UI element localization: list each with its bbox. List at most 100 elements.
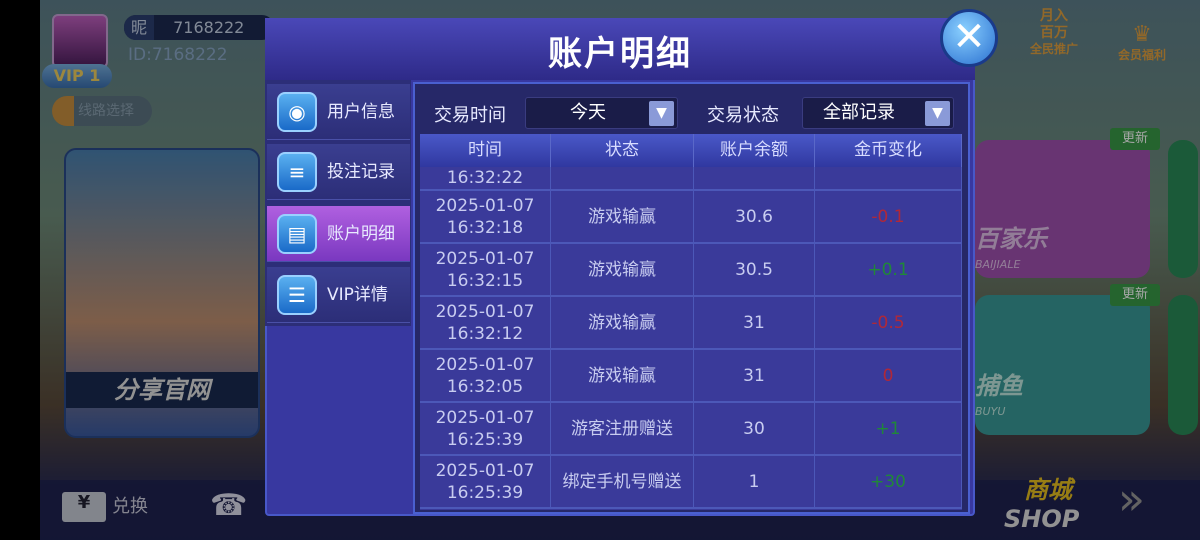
phone-icon[interactable]: ☎ [210,488,248,523]
cell-clock: 16:32:18 [446,217,524,238]
user-icon: ◉ [277,92,317,132]
promo-line1: 月入 [1040,8,1068,24]
game-card-fishing[interactable]: 捕鱼 BUYU [975,295,1150,435]
cell-status: 绑定手机号赠送 [551,456,694,507]
cell-date: 2025-01-07 [435,248,535,269]
game-name: 百家乐 [975,225,1047,253]
line-select-label: 线路选择 [78,103,134,119]
table-row: 2025-01-07 16:32:12 游戏输赢 31 -0.5 [420,297,962,350]
cell-balance: 31 [694,350,815,401]
tab-label: 投注记录 [327,162,395,182]
game-name: 捕鱼 [975,372,1023,400]
cell-change: 0 [815,350,962,401]
status-filter-select[interactable]: 全部记录 ▼ [802,97,954,129]
update-badge: 更新 [1110,284,1160,306]
cell-change: +1 [815,403,962,454]
cell-time: 16:32:22 [420,167,551,189]
tab-label: 用户信息 [327,102,395,122]
avatar[interactable] [52,14,108,68]
time-filter-select[interactable]: 今天 ▼ [525,97,678,129]
cell-balance: 30 [694,403,815,454]
member-label: 会员福利 [1118,48,1167,62]
table-header: 时间 状态 账户余额 金币变化 [420,134,962,167]
crown-icon: ♛ [1132,22,1152,47]
promo-button[interactable]: 月入 百万 全民推广 [1030,8,1078,57]
share-website-banner[interactable]: 分享官网 [64,148,260,438]
cell-status: 游戏输赢 [551,350,694,401]
cell-status: 游戏输赢 [551,244,694,295]
cell-balance: 30.5 [694,244,815,295]
table-row: 2025-01-07 16:32:18 游戏输赢 30.6 -0.1 [420,191,962,244]
column-header: 状态 [551,134,694,167]
time-filter-value: 今天 [570,102,606,123]
table-row: 2025-01-07 16:32:05 游戏输赢 31 0 [420,350,962,403]
cell-date: 2025-01-07 [435,301,535,322]
column-header: 账户余额 [694,134,815,167]
dialog-title: 账户明细 [548,34,692,74]
shop-label: 商城 [1024,476,1072,504]
tab-label: VIP详情 [327,285,388,305]
cell-clock: 16:25:39 [446,482,524,503]
cell-clock: 16:25:39 [446,429,524,450]
cell-time: 2025-01-07 16:25:39 [420,456,551,507]
table-body: 16:32:22 2025-01-07 16:32:18 游戏输赢 30.6 -0… [420,167,962,509]
cell-clock: 16:32:12 [446,323,524,344]
cell-balance [694,167,815,189]
game-card-partial[interactable] [1168,295,1198,435]
dropdown-arrow-icon: ▼ [649,101,674,126]
user-id: ID:7168222 [128,45,228,65]
cell-time: 2025-01-07 16:32:05 [420,350,551,401]
cell-time: 2025-01-07 16:25:39 [420,403,551,454]
nickname-field[interactable]: 昵 7168222 [124,15,274,40]
game-card-partial[interactable] [1168,140,1198,278]
update-badge: 更新 [1110,128,1160,150]
cell-time: 2025-01-07 16:32:15 [420,244,551,295]
ledger-icon: ▤ [277,214,317,254]
cell-time: 2025-01-07 16:32:12 [420,297,551,348]
game-sub: BUYU [975,405,1006,418]
exchange-label: 兑换 [112,496,148,517]
cell-status: 游戏输赢 [551,297,694,348]
promo-label: 全民推广 [1030,42,1079,56]
cell-balance: 1 [694,456,815,507]
vip-badge: VIP 1 [42,64,112,88]
status-filter-label: 交易状态 [707,105,779,126]
cell-change: -0.1 [815,191,962,242]
menu-list-icon: ☰ [277,275,317,315]
line-select-button[interactable]: 线路选择 [52,96,152,126]
cell-clock: 16:32:15 [446,270,524,291]
game-card-baccarat[interactable]: 百家乐 BAIJIALE [975,140,1150,278]
shop-button[interactable]: 商城 SHOP [980,470,1079,533]
cell-change: -0.5 [815,297,962,348]
tab-bet-records[interactable]: ≡ 投注记录 [267,144,410,200]
cell-clock: 16:32:05 [446,376,524,397]
cell-status: 游戏输赢 [551,191,694,242]
dropdown-arrow-icon: ▼ [925,101,950,126]
cell-date: 2025-01-07 [435,195,535,216]
list-icon: ≡ [277,152,317,192]
exchange-button[interactable]: ¥ 兑换 [62,492,148,522]
ticket-icon: ¥ [62,492,106,522]
cell-status: 游客注册赠送 [551,403,694,454]
close-button[interactable]: ✕ [940,9,998,67]
column-header: 时间 [420,134,551,167]
cell-status [551,167,694,189]
share-label: 分享官网 [66,372,258,408]
chevron-right-icon[interactable]: » [1118,474,1145,525]
tab-vip-details[interactable]: ☰ VIP详情 [267,267,410,323]
cell-change [815,167,962,189]
cell-date: 2025-01-07 [435,354,535,375]
tab-label: 账户明细 [327,224,395,244]
column-header: 金币变化 [815,134,962,167]
table-row: 2025-01-07 16:25:39 绑定手机号赠送 1 +30 [420,456,962,509]
nickname-value: 7168222 [173,18,245,37]
table-row: 2025-01-07 16:32:15 游戏输赢 30.5 +0.1 [420,244,962,297]
tab-account-detail[interactable]: ▤ 账户明细 [267,206,410,262]
promo-line2: 百万 [1040,25,1068,41]
cell-change: +30 [815,456,962,507]
transactions-table[interactable]: 时间 状态 账户余额 金币变化 16:32:22 2025-01-07 16:32… [420,134,962,510]
nickname-label: 昵 [124,15,154,40]
cell-date: 2025-01-07 [435,407,535,428]
tab-user-info[interactable]: ◉ 用户信息 [267,84,410,140]
member-benefits-button[interactable]: ♛ 会员福利 [1118,22,1166,63]
